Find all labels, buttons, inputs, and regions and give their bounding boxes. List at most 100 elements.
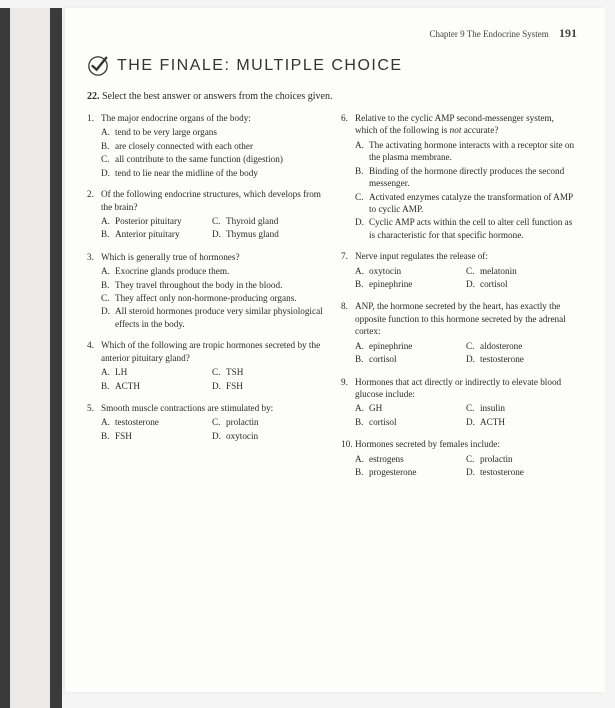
option-letter: C. xyxy=(101,153,115,165)
instruction-number: 22. xyxy=(87,91,100,102)
option-text: They affect only non-hormone-producing o… xyxy=(115,292,323,304)
option-text: FSH xyxy=(226,380,323,392)
question-number: 10. xyxy=(341,438,355,450)
option: B.Binding of the hormone directly produc… xyxy=(355,165,577,190)
option-letter: C. xyxy=(466,402,480,414)
option-letter: D. xyxy=(212,380,226,392)
option-letter: B. xyxy=(355,278,369,290)
option-text: estrogens xyxy=(369,453,466,465)
option-letter: A. xyxy=(101,416,115,428)
option: D.oxytocin xyxy=(212,430,323,442)
option-text: Posterior pituitary xyxy=(115,215,212,227)
option: A.GH xyxy=(355,402,466,414)
options: A.testosteroneB.FSHC.prolactinD.oxytocin xyxy=(87,416,323,443)
option: A.The activating hormone interacts with … xyxy=(355,139,577,164)
option-text: Thyroid gland xyxy=(226,215,323,227)
option: C.Activated enzymes catalyze the transfo… xyxy=(355,191,577,216)
option: C.prolactin xyxy=(466,453,577,465)
option-letter: C. xyxy=(355,191,369,216)
option-text: Exocrine glands produce them. xyxy=(115,265,323,277)
option: C.prolactin xyxy=(212,416,323,428)
option-text: Anterior pituitary xyxy=(115,228,212,240)
option: B.epinephrine xyxy=(355,278,466,290)
option-letter: A. xyxy=(101,265,115,277)
instruction-text: Select the best answer or answers from t… xyxy=(102,91,332,102)
option-text: Cyclic AMP acts within the cell to alter… xyxy=(369,216,577,241)
option-text: all contribute to the same function (dig… xyxy=(115,153,323,165)
option-letter: B. xyxy=(101,279,115,291)
options: A.oxytocinB.epinephrineC.melatoninD.cort… xyxy=(341,265,577,292)
option-text: epinephrine xyxy=(369,278,466,290)
question-stem: 9.Hormones that act directly or indirect… xyxy=(341,376,577,401)
option-letter: A. xyxy=(355,139,369,164)
question: 6.Relative to the cyclic AMP second-mess… xyxy=(341,112,577,241)
option-letter: D. xyxy=(101,167,115,179)
options: A.estrogensB.progesteroneC.prolactinD.te… xyxy=(341,453,577,480)
option-letter: D. xyxy=(355,216,369,241)
option: A.estrogens xyxy=(355,453,466,465)
option: D.Thymus gland xyxy=(212,228,323,240)
option-letter: A. xyxy=(101,215,115,227)
options: A.epinephrineB.cortisolC.aldosteroneD.te… xyxy=(341,340,577,367)
option: A.tend to be very large organs xyxy=(101,126,323,138)
option-text: cortisol xyxy=(369,416,466,428)
question: 3.Which is generally true of hormones? A.… xyxy=(87,251,323,331)
option-letter: C. xyxy=(466,265,480,277)
question-number: 5. xyxy=(87,402,101,414)
option-letter: D. xyxy=(466,353,480,365)
question-stem: 2.Of the following endocrine structures,… xyxy=(87,188,323,213)
question-stem: 10.Hormones secreted by females include: xyxy=(341,438,577,450)
question-columns: 1.The major endocrine organs of the body… xyxy=(87,112,577,489)
question-number: 9. xyxy=(341,376,355,401)
option: C.insulin xyxy=(466,402,577,414)
option-letter: B. xyxy=(101,380,115,392)
page-number: 191 xyxy=(559,26,577,40)
question-number: 6. xyxy=(341,112,355,137)
option-text: oxytocin xyxy=(369,265,466,277)
option-letter: A. xyxy=(101,126,115,138)
question-text: Hormones secreted by females include: xyxy=(355,438,577,450)
option-text: cortisol xyxy=(369,353,466,365)
question-text: Nerve input regulates the release of: xyxy=(355,250,577,262)
question: 1.The major endocrine organs of the body… xyxy=(87,112,323,179)
option-letter: B. xyxy=(101,228,115,240)
option: D.ACTH xyxy=(466,416,577,428)
left-column: 1.The major endocrine organs of the body… xyxy=(87,112,323,489)
options: A.Posterior pituitaryB.Anterior pituitar… xyxy=(87,215,323,242)
option-text: tend to be very large organs xyxy=(115,126,323,138)
question-text: Smooth muscle contractions are stimulate… xyxy=(101,402,323,414)
option-letter: A. xyxy=(355,402,369,414)
question-stem: 8.ANP, the hormone secreted by the heart… xyxy=(341,300,577,337)
option-letter: D. xyxy=(466,278,480,290)
option-letter: A. xyxy=(355,453,369,465)
option: B.progesterone xyxy=(355,466,466,478)
option-letter: B. xyxy=(101,430,115,442)
option: C.melatonin xyxy=(466,265,577,277)
option-text: ACTH xyxy=(115,380,212,392)
question-stem: 3.Which is generally true of hormones? xyxy=(87,251,323,263)
option-text: testosterone xyxy=(480,353,577,365)
question: 7.Nerve input regulates the release of: A… xyxy=(341,250,577,291)
options: A.tend to be very large organsB.are clos… xyxy=(87,126,323,179)
question: 5.Smooth muscle contractions are stimula… xyxy=(87,402,323,443)
option-text: prolactin xyxy=(480,453,577,465)
option-letter: C. xyxy=(466,453,480,465)
option: D.cortisol xyxy=(466,278,577,290)
question: 9.Hormones that act directly or indirect… xyxy=(341,376,577,430)
option: A.testosterone xyxy=(101,416,212,428)
option: C.TSH xyxy=(212,366,323,378)
option: B.ACTH xyxy=(101,380,212,392)
question-number: 8. xyxy=(341,300,355,337)
option: D.Cyclic AMP acts within the cell to alt… xyxy=(355,216,577,241)
option: D.tend to lie near the midline of the bo… xyxy=(101,167,323,179)
option: D.testosterone xyxy=(466,353,577,365)
question-number: 7. xyxy=(341,250,355,262)
option-letter: D. xyxy=(466,466,480,478)
question-stem: 1.The major endocrine organs of the body… xyxy=(87,112,323,124)
option-text: insulin xyxy=(480,402,577,414)
option-letter: C. xyxy=(466,340,480,352)
options: A.LHB.ACTHC.TSHD.FSH xyxy=(87,366,323,393)
option-text: ACTH xyxy=(480,416,577,428)
option: A.oxytocin xyxy=(355,265,466,277)
question-text: Of the following endocrine structures, w… xyxy=(101,188,323,213)
